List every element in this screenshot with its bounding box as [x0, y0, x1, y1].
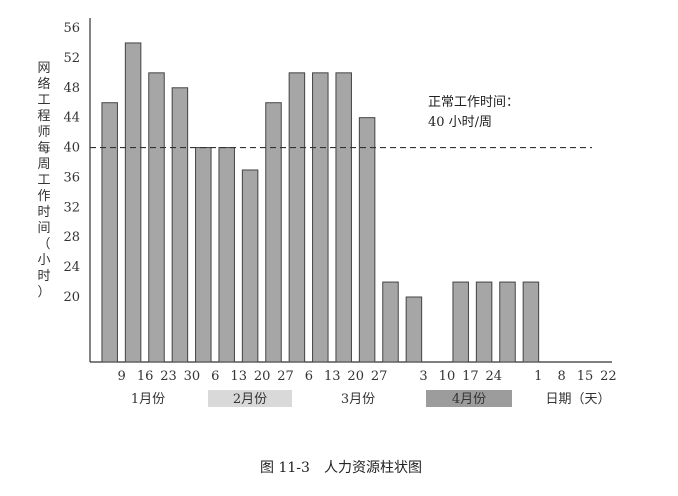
x-tick-label: 15	[577, 369, 594, 384]
y-tick-label: 32	[63, 200, 80, 215]
y-label-char: 小	[37, 253, 50, 268]
month-labels: 1月份 2月份 3月份 4月份	[131, 390, 512, 407]
month-highlight	[426, 390, 512, 407]
x-tick-label: 1	[534, 369, 542, 384]
y-label-char: 工	[37, 93, 50, 108]
y-tick-label: 24	[63, 260, 80, 275]
x-tick-label: 6	[305, 369, 313, 384]
x-tick-label: 13	[324, 369, 341, 384]
y-label-char: 程	[37, 109, 50, 124]
x-tick-label: 30	[184, 369, 201, 384]
bars	[101, 42, 540, 363]
x-tick-label: 9	[118, 369, 126, 384]
x-tick-label: 27	[371, 369, 388, 384]
bar	[499, 281, 516, 363]
annotation-line-1: 正常工作时间：	[428, 95, 519, 110]
y-label-char: 络	[37, 76, 50, 92]
bar	[218, 147, 235, 363]
bar	[522, 281, 540, 363]
y-label-char: 每	[37, 140, 50, 156]
bar	[335, 72, 352, 363]
y-label-char: 时	[37, 205, 50, 220]
y-tick-label: 48	[63, 81, 80, 96]
figure-caption: 图 11-3 人力资源柱状图	[260, 460, 422, 476]
bar	[475, 281, 493, 363]
x-tick-label: 17	[462, 369, 479, 384]
bar	[358, 117, 376, 363]
y-label-char: （	[37, 237, 50, 252]
annotation-line-2: 40 小时/周	[428, 115, 492, 130]
month-label: 1月份	[131, 392, 165, 407]
x-tick-label: 13	[230, 369, 247, 384]
bar	[382, 281, 399, 363]
x-unit-label: 日期（天）	[545, 392, 610, 407]
bar	[288, 72, 306, 363]
y-label-char: 师	[37, 125, 50, 140]
x-tick-label: 20	[347, 369, 364, 384]
month-highlight	[208, 390, 292, 407]
x-tick-label: 3	[419, 369, 427, 384]
y-tick-label: 40	[63, 141, 80, 156]
bar	[148, 72, 165, 363]
x-tick-label: 10	[439, 369, 456, 384]
y-label-char: 间	[37, 221, 50, 236]
y-label-char: ）	[37, 285, 50, 300]
x-tick-label: 8	[557, 369, 565, 384]
y-tick-label: 20	[63, 290, 80, 305]
x-tick-label: 20	[254, 369, 271, 384]
bar	[195, 147, 212, 363]
bar	[101, 102, 118, 363]
x-tick-label: 16	[137, 369, 154, 384]
y-label-char: 时	[37, 269, 50, 284]
x-tick-label: 27	[277, 369, 294, 384]
bar	[124, 42, 142, 363]
x-tick-label: 22	[600, 369, 617, 384]
x-tick-label: 23	[160, 369, 177, 384]
month-label: 2月份	[233, 392, 267, 407]
y-label-char: 周	[37, 157, 50, 172]
y-label-char: 网	[37, 61, 50, 76]
bar	[171, 87, 189, 363]
y-tick-label: 56	[63, 21, 80, 36]
bar	[405, 296, 423, 363]
month-label: 4月份	[452, 392, 486, 407]
y-label-char: 工	[37, 173, 50, 188]
month-label: 3月份	[341, 392, 375, 407]
bar	[452, 281, 469, 363]
y-tick-label: 36	[63, 170, 80, 185]
y-tick-labels: 20 24 28 32 36 40 44 48 52 56	[63, 21, 80, 305]
x-tick-labels: 9 16 23 30 6 13 20 27 6 13 20 27 3 10 17 24 1 8 15 22	[118, 369, 617, 384]
bar	[265, 102, 282, 363]
y-tick-label: 44	[63, 111, 80, 126]
bar	[312, 72, 329, 363]
y-label-char: 作	[37, 189, 50, 204]
y-tick-label: 52	[63, 51, 80, 66]
x-tick-label: 24	[485, 369, 502, 384]
x-tick-label: 6	[211, 369, 219, 384]
bar	[241, 169, 259, 363]
y-tick-label: 28	[63, 230, 80, 245]
